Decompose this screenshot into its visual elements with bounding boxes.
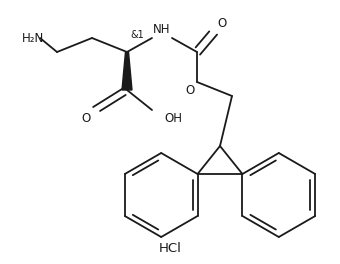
Text: HCl: HCl — [158, 242, 182, 254]
Text: O: O — [82, 112, 91, 125]
Text: O: O — [217, 17, 227, 30]
Polygon shape — [122, 52, 132, 90]
Text: OH: OH — [164, 112, 182, 125]
Text: NH: NH — [153, 23, 171, 36]
Text: &1: &1 — [130, 30, 144, 40]
Text: O: O — [186, 84, 195, 97]
Text: H₂N: H₂N — [22, 31, 44, 45]
